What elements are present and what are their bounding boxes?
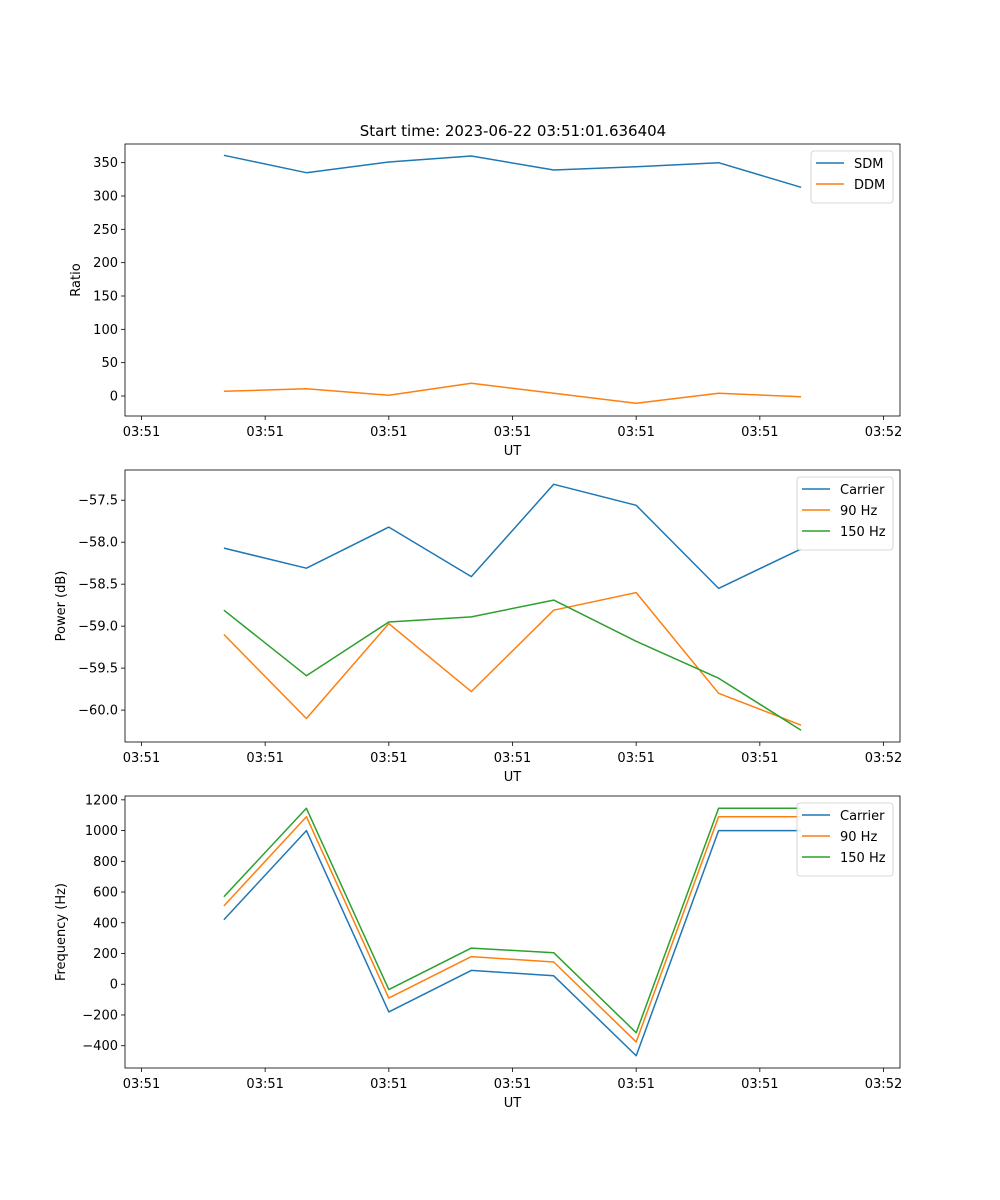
x-tick-label: 03:51 [741,1077,778,1092]
legend-label: Carrier [840,809,885,824]
y-tick-label: 300 [93,190,118,205]
series-line-carrier [223,829,802,1057]
y-tick-label: 1200 [85,793,118,808]
x-tick-label: 03:51 [617,751,654,766]
y-tick-label: −200 [82,1008,118,1023]
y-tick-label: 400 [93,916,118,931]
y-axis-label: Frequency (Hz) [54,883,69,981]
y-axis-label: Ratio [69,263,84,296]
legend-label: Carrier [840,483,885,498]
power-panel: 03:51 03:51 03:51 03:51 03:51 03:51 03:52 −57.5… [54,469,902,785]
y-tick-label: 0 [110,390,118,405]
y-tick-label: 50 [101,356,118,371]
figure-title: Start time: 2023-06-22 03:51:01.636404 [360,122,666,140]
x-axis-label: UT [504,770,522,785]
series-line-ddm [223,382,802,405]
legend-label: 150 Hz [840,525,886,540]
legend: Carrier 90 Hz 150 Hz [796,802,894,877]
legend: Carrier 90 Hz 150 Hz [796,476,894,551]
y-tick-label: 600 [93,886,118,901]
y-axis-label: Power (dB) [54,571,69,642]
y-tick-label: 0 [110,978,118,993]
x-tick-label: 03:51 [494,751,531,766]
legend: SDM DDM [810,150,894,204]
plot-frame [124,795,901,1069]
x-tick-label: 03:51 [617,1077,654,1092]
y-tick-label: 350 [93,156,118,171]
x-axis-label: UT [504,1096,522,1111]
legend-label: 90 Hz [840,830,877,845]
legend-label: SDM [854,157,883,172]
legend-label: DDM [854,178,885,193]
y-tick-label: 1000 [85,824,118,839]
series-line-150-hz [223,807,802,1034]
x-tick-label: 03:51 [741,751,778,766]
ratio-panel: 03:51 03:51 03:51 03:51 03:51 03:51 03:52 0 50 10… [69,143,902,459]
y-tick-label: 800 [93,855,118,870]
y-tick-label: −58.0 [78,536,118,551]
y-tick-label: 250 [93,223,118,238]
y-tick-label: −400 [82,1039,118,1054]
x-tick-label: 03:51 [741,425,778,440]
x-tick-label: 03:51 [123,1077,160,1092]
x-tick-label: 03:52 [865,425,902,440]
x-tick-label: 03:51 [370,751,407,766]
series-line-sdm [223,154,802,189]
legend-label: 150 Hz [840,851,886,866]
x-axis-label: UT [504,444,522,459]
y-tick-label: −59.0 [78,620,118,635]
y-tick-label: 150 [93,290,118,305]
series-line-90-hz [223,815,802,1043]
x-tick-label: 03:51 [246,1077,283,1092]
series-line-90-hz [223,591,802,726]
legend-box [810,150,894,204]
y-tick-label: −58.5 [78,578,118,593]
x-tick-label: 03:51 [123,751,160,766]
series-line-carrier [223,483,802,590]
x-tick-label: 03:51 [123,425,160,440]
x-tick-label: 03:52 [865,751,902,766]
x-tick-label: 03:51 [246,425,283,440]
plot-frame [124,143,901,417]
y-tick-label: 200 [93,256,118,271]
x-tick-label: 03:51 [617,425,654,440]
plot-frame [124,469,901,743]
x-tick-label: 03:52 [865,1077,902,1092]
x-tick-label: 03:51 [370,1077,407,1092]
y-tick-label: −57.5 [78,494,118,509]
y-tick-label: −60.0 [78,704,118,719]
x-tick-label: 03:51 [494,1077,531,1092]
y-tick-label: 100 [93,323,118,338]
series-line-150-hz [223,599,802,731]
x-tick-label: 03:51 [494,425,531,440]
legend-label: 90 Hz [840,504,877,519]
y-tick-label: 200 [93,947,118,962]
y-tick-label: −59.5 [78,662,118,677]
frequency-panel: 03:51 03:51 03:51 03:51 03:51 03:51 03:52 −400 −… [54,793,902,1111]
x-tick-label: 03:51 [246,751,283,766]
x-tick-label: 03:51 [370,425,407,440]
